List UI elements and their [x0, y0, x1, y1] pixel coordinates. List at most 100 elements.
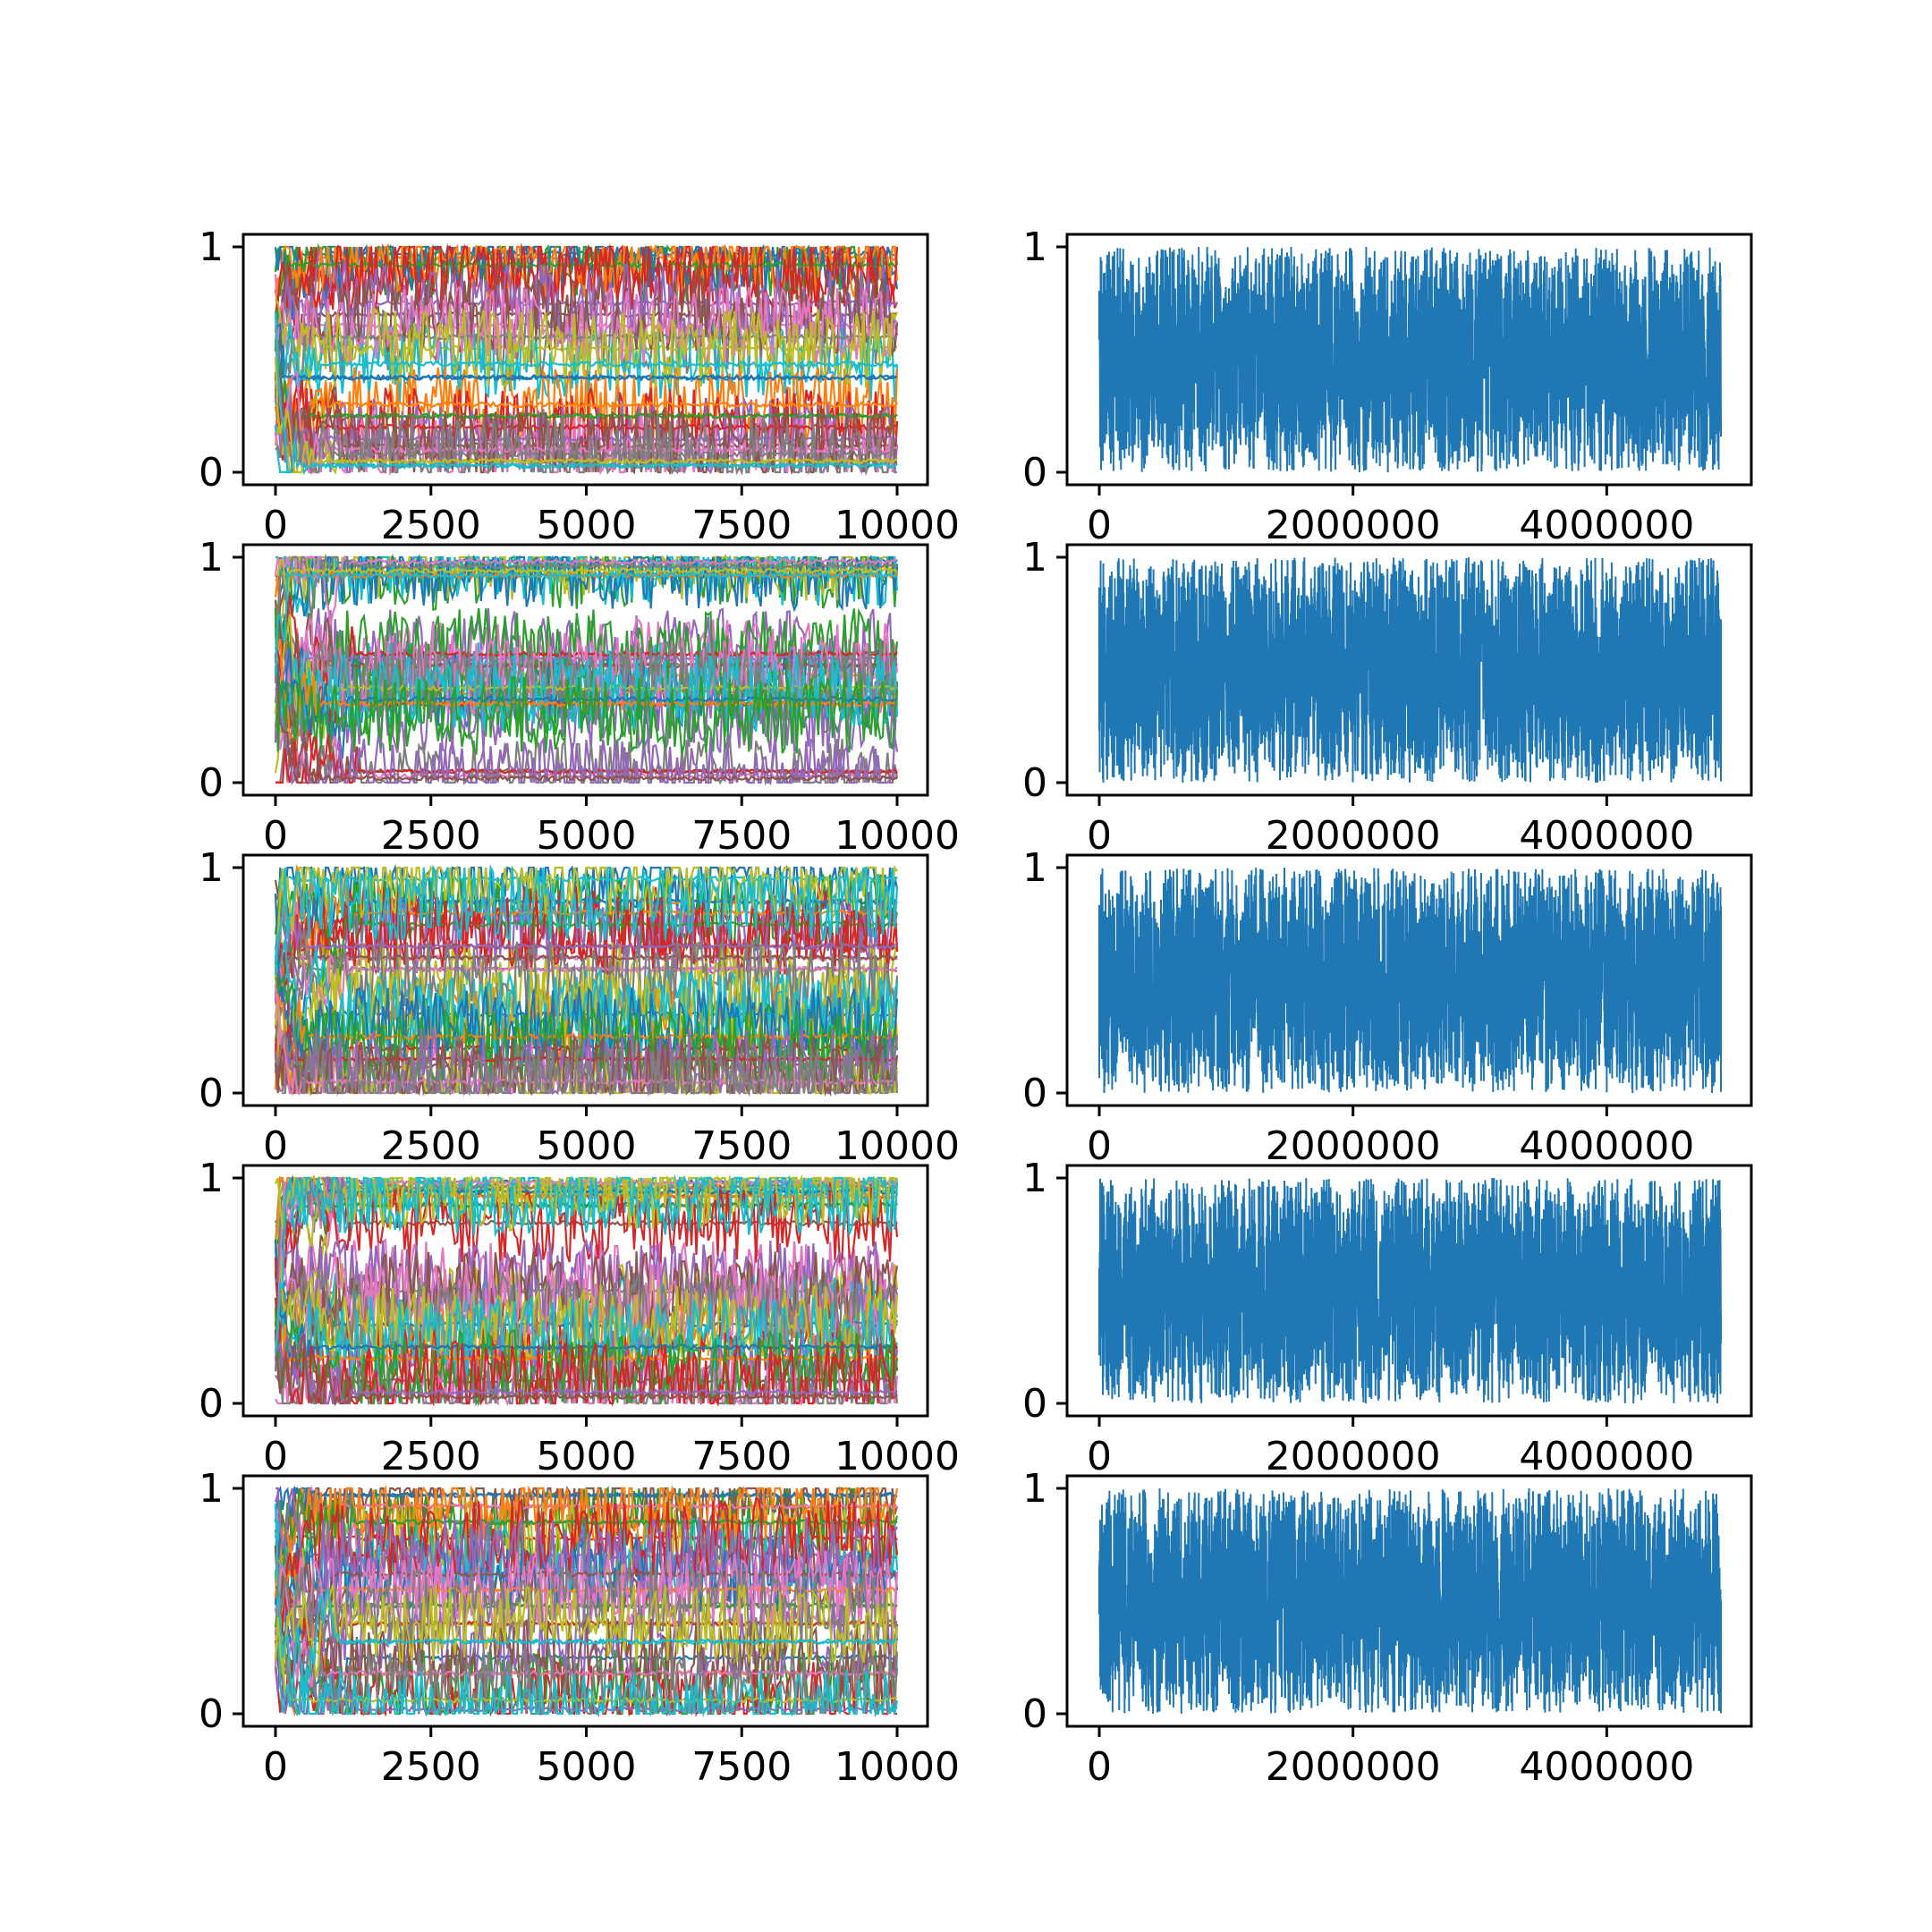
- series-line: [274, 1329, 898, 1407]
- x-tick-label: 7500: [691, 1434, 792, 1479]
- panel-row-5-left: 0 1 0 2500 5000 7500 10000: [199, 1466, 960, 1790]
- series-line: [274, 607, 899, 756]
- x-tick-label: 0: [263, 1434, 288, 1479]
- x-tick-label: 2500: [381, 1123, 481, 1169]
- series-line: [274, 361, 898, 432]
- y-tick-label: 1: [1022, 1466, 1047, 1512]
- series-line: [274, 1174, 899, 1354]
- y-tick-label: 1: [199, 1156, 224, 1201]
- series-line: [274, 570, 897, 675]
- axes-frame: [1065, 543, 1753, 797]
- x-tick-label: 7500: [691, 813, 792, 859]
- series-line: [274, 1584, 899, 1679]
- series-line: [274, 553, 898, 683]
- y-tick-label: 1: [1022, 225, 1047, 270]
- x-tick-label: 0: [1087, 1434, 1112, 1479]
- panel-row-2-right: 0 1 0 2000000 4000000: [1022, 535, 1753, 859]
- x-tick-label: 5000: [537, 813, 637, 859]
- x-tick-label: 7500: [691, 1744, 792, 1790]
- series-line: [274, 653, 899, 733]
- x-tick-label: 4000000: [1519, 503, 1694, 548]
- series-line: [274, 938, 899, 1055]
- y-tick-label: 0: [1022, 450, 1047, 496]
- x-tick-label: 0: [263, 813, 288, 859]
- panel-row-1-left: 0 1 0 2500 5000 7500 10000: [199, 225, 960, 548]
- series-line: [274, 1035, 899, 1097]
- y-tick-label: 0: [199, 1691, 224, 1737]
- series-line: [275, 379, 898, 451]
- series-line: [1098, 1178, 1722, 1404]
- panel-row-4-left: 0 1 0 2500 5000 7500 10000: [199, 1156, 960, 1479]
- series-line: [275, 322, 898, 397]
- series-line: [275, 322, 898, 382]
- y-tick-label: 0: [1022, 1071, 1047, 1116]
- panel-row-1-right: 0 1 0 2000000 4000000: [1022, 225, 1753, 548]
- x-tick-label: 5000: [537, 1434, 637, 1479]
- axes-frame: [1065, 1164, 1753, 1418]
- panel-row-3-left: 0 1 0 2500 5000 7500 10000: [199, 845, 960, 1169]
- axes-frame: [1065, 233, 1753, 487]
- panel-row-2-left: 0 1 0 2500 5000 7500 10000: [199, 535, 960, 859]
- plot-area: [1098, 557, 1722, 784]
- x-tick-label: 10000: [835, 1123, 960, 1169]
- series-line: [274, 1257, 898, 1408]
- y-tick-label: 1: [199, 225, 224, 270]
- x-tick-label: 0: [1087, 813, 1112, 859]
- axes-frame: [1065, 1474, 1753, 1728]
- series-line: [275, 1238, 899, 1360]
- y-tick-label: 1: [199, 535, 224, 580]
- x-tick-label: 5000: [537, 1744, 637, 1790]
- plot-area: [1098, 867, 1722, 1094]
- series-line: [274, 1234, 899, 1366]
- series-line: [274, 1176, 898, 1341]
- series-line: [275, 558, 898, 596]
- series-line: [275, 380, 898, 457]
- x-tick-label: 0: [1087, 1123, 1112, 1169]
- plot-area: [1098, 1487, 1722, 1715]
- x-tick-label: 0: [263, 1123, 288, 1169]
- y-tick-label: 0: [1022, 760, 1047, 806]
- plot-area: [274, 242, 899, 477]
- x-tick-label: 5000: [537, 503, 637, 548]
- x-tick-label: 10000: [835, 1434, 960, 1479]
- series-line: [274, 555, 898, 626]
- axes-frame: [1065, 853, 1753, 1107]
- series-line: [1098, 1487, 1722, 1715]
- y-tick-label: 0: [1022, 1381, 1047, 1427]
- plot-area: [274, 863, 899, 1097]
- x-tick-label: 0: [263, 1744, 288, 1790]
- series-line: [274, 665, 898, 784]
- x-tick-label: 4000000: [1519, 813, 1694, 859]
- series-line: [274, 345, 898, 474]
- series-line: [274, 379, 898, 468]
- panel-row-3-right: 0 1 0 2000000 4000000: [1022, 845, 1753, 1169]
- series-line: [274, 1030, 899, 1097]
- series-line: [274, 357, 898, 474]
- series-line: [274, 1332, 898, 1405]
- x-tick-label: 4000000: [1519, 1434, 1694, 1479]
- y-tick-label: 1: [1022, 1156, 1047, 1201]
- series-line: [275, 554, 899, 617]
- series-line: [1098, 246, 1722, 473]
- series-line: [274, 554, 898, 639]
- x-tick-label: 2000000: [1266, 503, 1441, 548]
- y-tick-label: 1: [1022, 535, 1047, 580]
- series-line: [274, 1504, 898, 1695]
- series-line: [274, 612, 899, 729]
- panel-row-4-right: 0 1 0 2000000 4000000: [1022, 1156, 1753, 1479]
- x-tick-label: 0: [1087, 1744, 1112, 1790]
- series-line: [275, 298, 899, 388]
- series-line: [274, 285, 898, 366]
- panel-row-5-right: 0 1 0 2000000 4000000: [1022, 1466, 1753, 1790]
- y-tick-label: 1: [1022, 845, 1047, 891]
- x-tick-label: 2000000: [1266, 1434, 1441, 1479]
- x-tick-label: 10000: [835, 503, 960, 548]
- plot-area: [274, 553, 899, 786]
- series-line: [274, 1564, 899, 1647]
- y-tick-label: 1: [199, 1466, 224, 1512]
- x-tick-label: 2000000: [1266, 813, 1441, 859]
- x-tick-label: 4000000: [1519, 1123, 1694, 1169]
- series-line: [274, 1174, 899, 1233]
- x-tick-label: 2500: [381, 1434, 481, 1479]
